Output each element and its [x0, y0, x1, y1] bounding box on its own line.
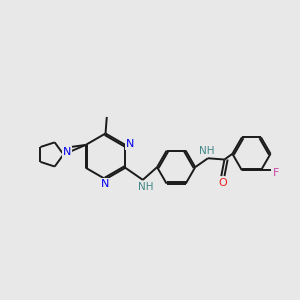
Text: N: N	[101, 179, 110, 189]
Text: N: N	[126, 139, 134, 149]
Text: O: O	[218, 178, 227, 188]
Text: F: F	[273, 169, 279, 178]
Text: NH: NH	[199, 146, 214, 156]
Text: NH: NH	[138, 182, 153, 192]
Text: N: N	[63, 147, 71, 157]
